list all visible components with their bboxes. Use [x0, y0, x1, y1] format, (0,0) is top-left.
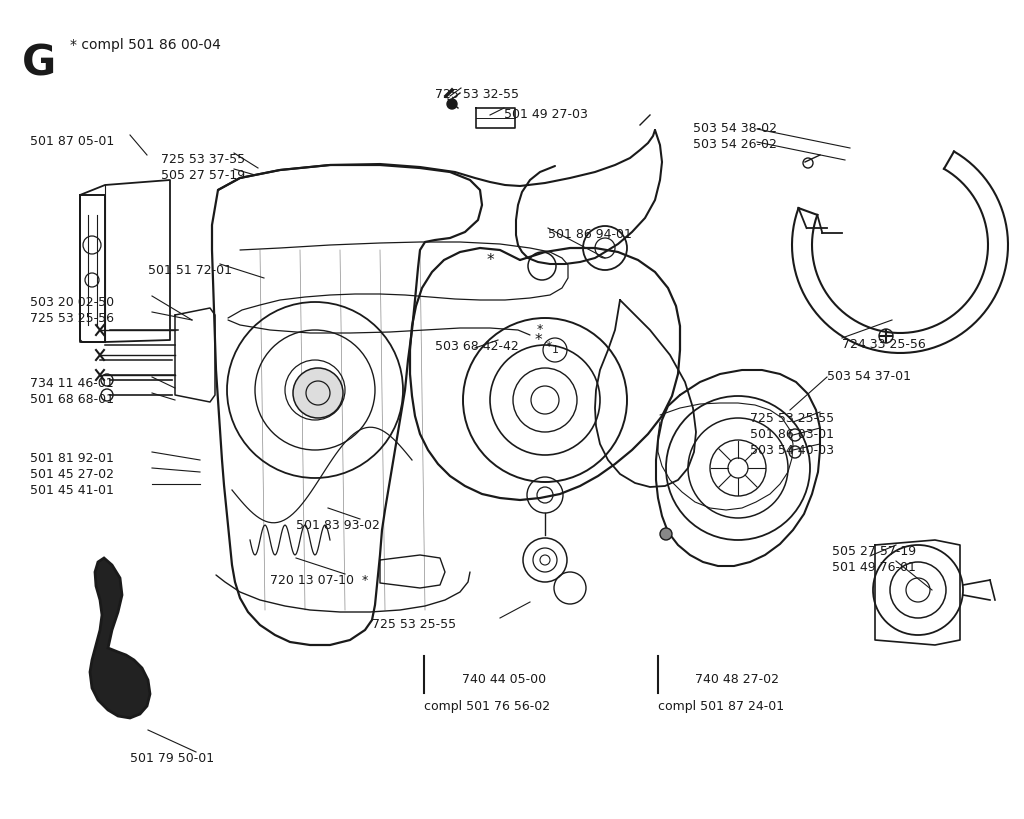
Text: *: *: [535, 333, 542, 347]
Text: 505 27 57-19: 505 27 57-19: [831, 545, 916, 558]
Text: *: *: [537, 324, 543, 337]
Text: 501 51 72-01: 501 51 72-01: [148, 264, 232, 277]
Circle shape: [293, 368, 343, 418]
Text: 501 86 94-01: 501 86 94-01: [548, 228, 632, 241]
Text: 725 53 25-56: 725 53 25-56: [30, 312, 114, 325]
Text: *: *: [546, 340, 552, 353]
Text: 1: 1: [552, 345, 558, 355]
Text: 720 13 07-10  *: 720 13 07-10 *: [270, 574, 369, 587]
Polygon shape: [90, 558, 150, 718]
Text: * compl 501 86 00-04: * compl 501 86 00-04: [70, 38, 221, 52]
Text: 503 54 26-02: 503 54 26-02: [693, 138, 777, 151]
Text: 503 54 40-03: 503 54 40-03: [750, 444, 834, 457]
Text: compl 501 87 24-01: compl 501 87 24-01: [658, 700, 784, 713]
Text: 725 53 32-55: 725 53 32-55: [435, 88, 519, 101]
Text: 501 79 50-01: 501 79 50-01: [130, 752, 214, 765]
Text: *: *: [486, 252, 494, 268]
Text: 503 68 42-42: 503 68 42-42: [435, 340, 519, 353]
Text: 501 45 27-02: 501 45 27-02: [30, 468, 114, 481]
Text: 725 53 37-55: 725 53 37-55: [161, 153, 245, 166]
Circle shape: [660, 528, 672, 540]
Text: 501 49 76-01: 501 49 76-01: [831, 561, 915, 574]
Text: 503 54 38-02: 503 54 38-02: [693, 122, 777, 135]
Text: 725 53 25-55: 725 53 25-55: [750, 412, 835, 425]
Text: 501 68 68-01: 501 68 68-01: [30, 393, 114, 406]
Text: 501 86 03-01: 501 86 03-01: [750, 428, 834, 441]
Text: 501 83 93-02: 501 83 93-02: [296, 519, 380, 532]
Text: 734 11 46-01: 734 11 46-01: [30, 377, 114, 390]
Text: 740 48 27-02: 740 48 27-02: [695, 673, 779, 686]
Text: 724 33 25-56: 724 33 25-56: [842, 338, 926, 351]
Text: 503 20 02-50: 503 20 02-50: [30, 296, 114, 309]
Text: compl 501 76 56-02: compl 501 76 56-02: [424, 700, 550, 713]
Text: 503 54 37-01: 503 54 37-01: [827, 370, 911, 383]
Text: 505 27 57-19: 505 27 57-19: [161, 169, 245, 182]
Text: 501 45 41-01: 501 45 41-01: [30, 484, 114, 497]
Circle shape: [447, 99, 457, 109]
Text: 501 87 05-01: 501 87 05-01: [30, 135, 115, 148]
Text: 501 81 92-01: 501 81 92-01: [30, 452, 114, 465]
Text: 501 49 27-03: 501 49 27-03: [504, 108, 588, 121]
Text: 740 44 05-00: 740 44 05-00: [462, 673, 546, 686]
Text: G: G: [22, 42, 56, 84]
Text: 725 53 25-55: 725 53 25-55: [372, 618, 456, 631]
